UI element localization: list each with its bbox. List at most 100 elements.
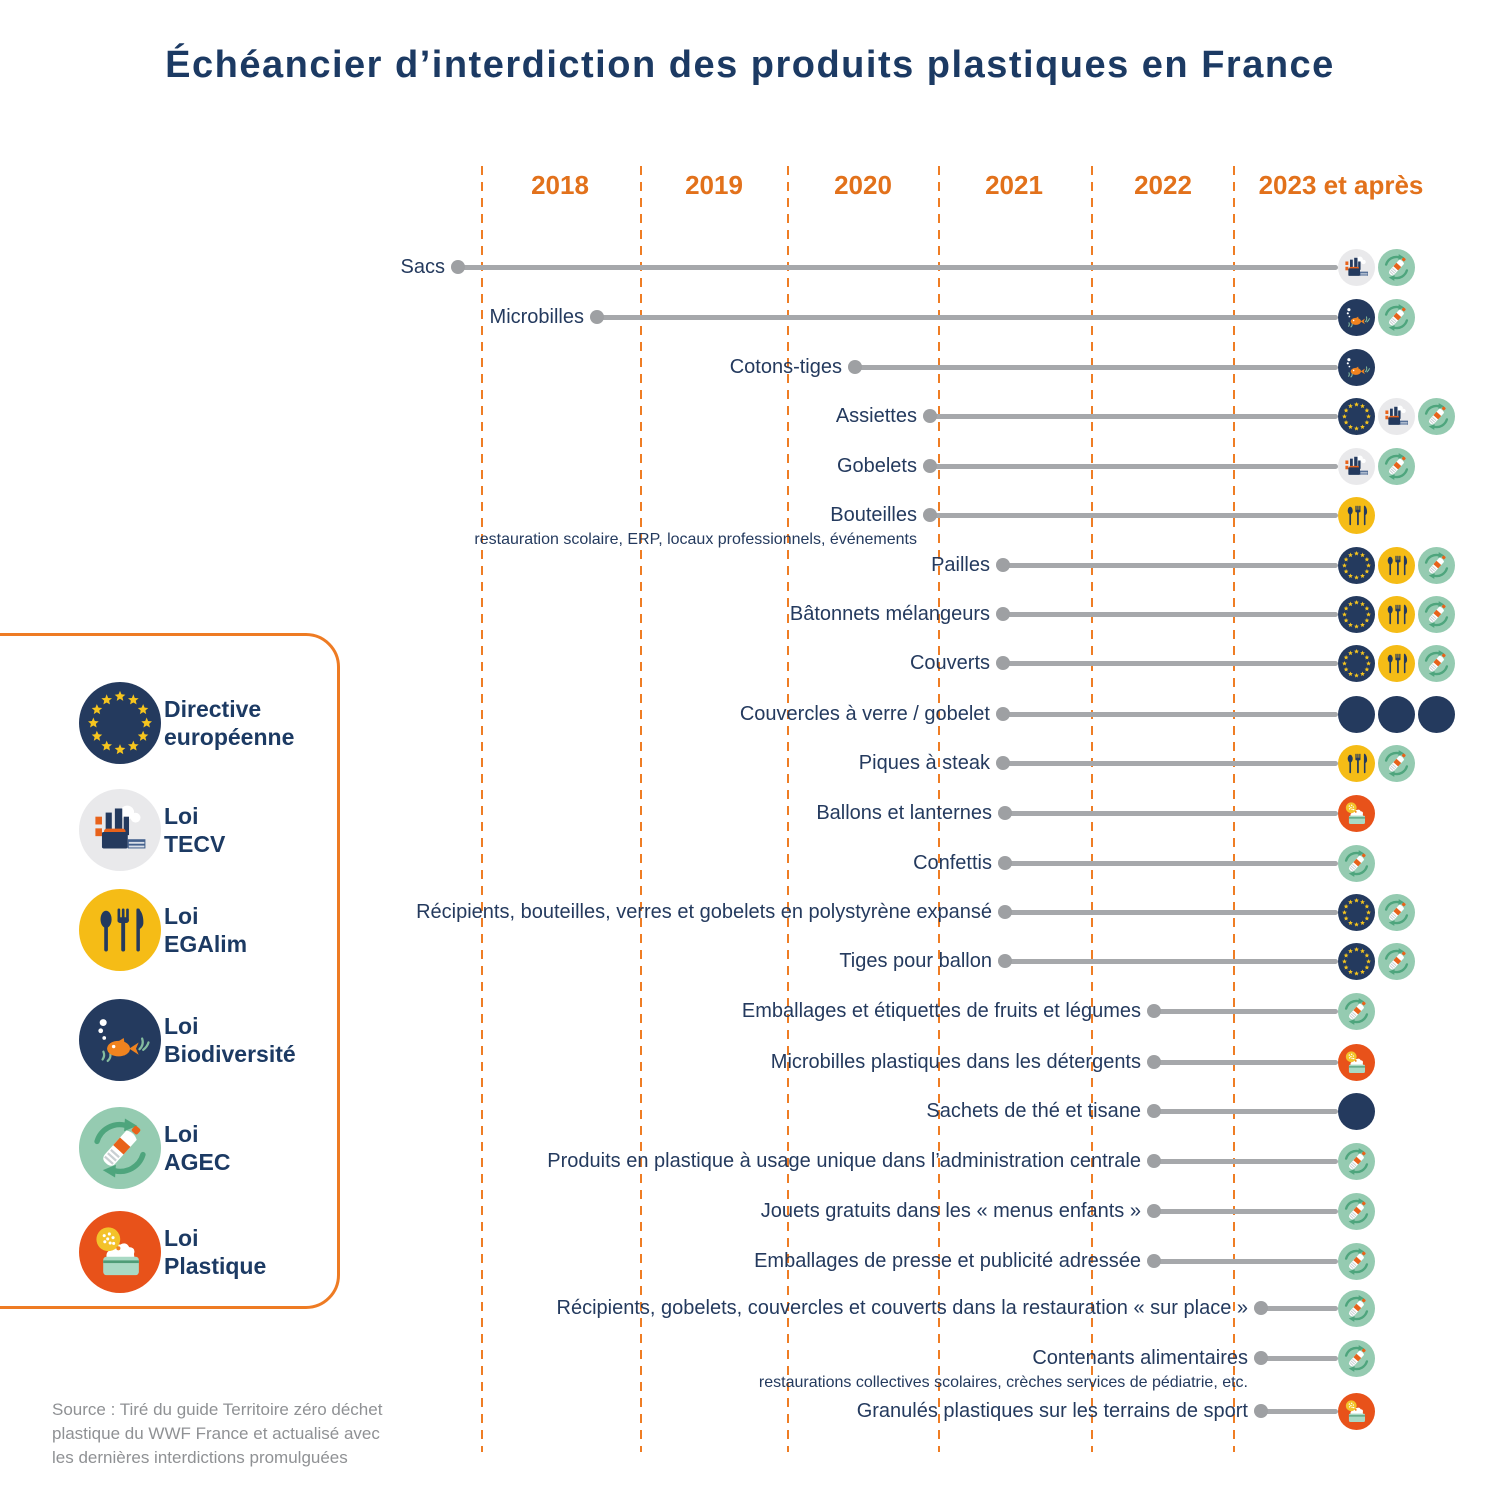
plastique-law-icon [1338, 1043, 1375, 1081]
timeline-start-dot [998, 905, 1012, 919]
product-label: Récipients, bouteilles, verres et gobele… [416, 901, 992, 923]
legend-label: Loi EGAlim [164, 903, 248, 957]
law-icons [1338, 942, 1415, 980]
product-label: Tiges pour ballon [839, 950, 992, 972]
product-label: Assiettes [835, 405, 917, 427]
biodiversite-law-icon [1338, 348, 1375, 386]
timeline-line [930, 463, 1338, 469]
law-icons [1338, 397, 1455, 435]
product-label: Bouteilles restauration scolaire, ERP, lo… [474, 504, 917, 548]
tecv-law-icon [79, 789, 161, 876]
timeline-start-dot [1254, 1404, 1268, 1418]
egalim-law-icon [1338, 744, 1375, 782]
timeline-line [597, 314, 1338, 320]
agec-law-icon [1378, 942, 1415, 980]
timeline-line [930, 413, 1338, 419]
timeline-line [1154, 1059, 1338, 1065]
navy-circle-icon [1418, 695, 1455, 733]
eu-directive-icon [79, 682, 161, 769]
product-label: Pailles [931, 554, 990, 576]
legend-label: Loi Plastique [164, 1225, 267, 1279]
timeline-start-dot [998, 954, 1012, 968]
timeline-line [1261, 1408, 1338, 1414]
legend-box [0, 633, 340, 1309]
plastique-law-icon [1338, 1392, 1375, 1430]
year-gridline [787, 166, 789, 1452]
egalim-law-icon [1378, 644, 1415, 682]
law-icons [1338, 447, 1415, 485]
eu-directive-icon [1338, 893, 1375, 931]
tecv-law-icon [1338, 447, 1375, 485]
law-icons [1338, 595, 1455, 633]
law-icons [1338, 546, 1455, 584]
law-icons [1338, 1043, 1375, 1081]
law-icons [1338, 1092, 1375, 1130]
law-icons [1338, 496, 1375, 534]
timeline-start-dot [1147, 1254, 1161, 1268]
legend-label: Loi AGEC [164, 1121, 231, 1175]
agec-law-icon [1378, 893, 1415, 931]
timeline-start-dot [998, 856, 1012, 870]
law-icons [1338, 744, 1415, 782]
agec-law-icon [1378, 298, 1415, 336]
timeline-start-dot [1147, 1055, 1161, 1069]
year-label: 2021 [985, 170, 1043, 200]
agec-law-icon [79, 1107, 161, 1194]
eu-directive-icon [1338, 595, 1375, 633]
timeline-line [855, 364, 1338, 370]
agec-law-icon [1338, 992, 1375, 1030]
year-gridline [1091, 166, 1093, 1452]
timeline-start-dot [998, 806, 1012, 820]
agec-law-icon [1418, 644, 1455, 682]
timeline-line [1003, 660, 1338, 666]
page-title: Échéancier d’interdiction des produits p… [165, 44, 1335, 86]
timeline-start-dot [1147, 1004, 1161, 1018]
source-note: Source : Tiré du guide Territoire zéro d… [52, 1400, 383, 1467]
timeline-start-dot [1254, 1301, 1268, 1315]
agec-law-icon [1418, 397, 1455, 435]
law-icons [1338, 248, 1415, 286]
law-icons [1338, 1242, 1375, 1280]
timeline-start-dot [923, 459, 937, 473]
timeline-start-dot [996, 656, 1010, 670]
timeline-start-dot [996, 707, 1010, 721]
product-label: Ballons et lanternes [816, 802, 992, 824]
product-label: Cotons-tiges [729, 356, 842, 378]
navy-circle-icon [1338, 695, 1375, 733]
agec-law-icon [1338, 1192, 1375, 1230]
eu-directive-icon [1338, 644, 1375, 682]
timeline-line [1005, 958, 1338, 964]
timeline-start-dot [848, 360, 862, 374]
legend-label: Loi TECV [164, 803, 226, 857]
timeline-line [1154, 1258, 1338, 1264]
legend-label: Directive européenne [164, 696, 295, 750]
year-gridline [481, 166, 483, 1452]
product-label: Sachets de thé et tisane [926, 1100, 1141, 1122]
law-icons [1338, 1392, 1375, 1430]
timeline-line [1154, 1108, 1338, 1114]
agec-law-icon [1338, 1339, 1375, 1377]
product-sublabel: restauration scolaire, ERP, locaux profe… [474, 531, 917, 548]
product-label: Produits en plastique à usage unique dan… [547, 1150, 1141, 1172]
law-icons [1338, 1339, 1375, 1377]
product-label: Jouets gratuits dans les « menus enfants… [760, 1200, 1141, 1222]
timeline-line [1261, 1355, 1338, 1361]
product-label: Emballages et étiquettes de fruits et lé… [741, 1000, 1141, 1022]
agec-law-icon [1338, 1242, 1375, 1280]
eu-directive-icon [1338, 546, 1375, 584]
timeline-line [1003, 760, 1338, 766]
law-icons [1338, 298, 1415, 336]
product-label: Sacs [400, 256, 445, 278]
timeline-start-dot [923, 409, 937, 423]
navy-circle-icon [1378, 695, 1415, 733]
product-label: Confettis [913, 852, 992, 874]
timeline-line [930, 512, 1338, 518]
agec-law-icon [1338, 1289, 1375, 1327]
navy-circle-icon [1338, 1092, 1375, 1130]
egalim-law-icon [79, 889, 161, 976]
law-icons [1338, 644, 1455, 682]
timeline-start-dot [1147, 1204, 1161, 1218]
timeline-line [458, 264, 1338, 270]
year-label: 2019 [685, 170, 743, 200]
